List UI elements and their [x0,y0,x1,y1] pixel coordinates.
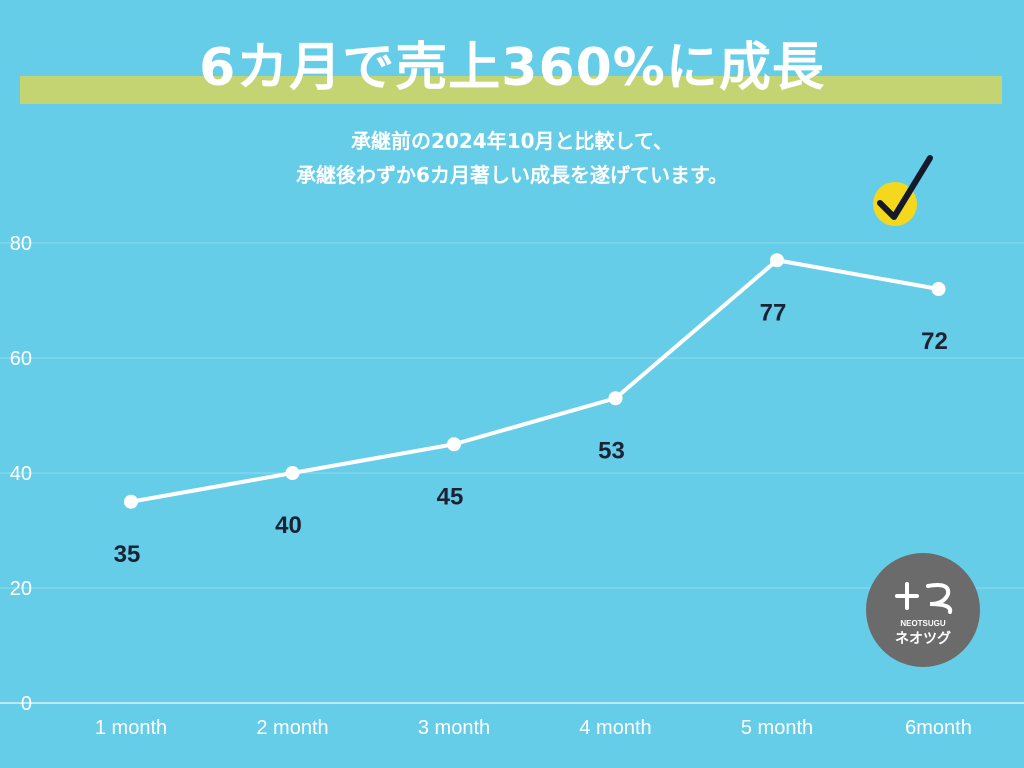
y-tick-label: 40 [10,463,32,485]
data-label: 72 [921,328,948,355]
data-point [770,253,784,268]
data-label: 77 [760,299,787,326]
page-subtitle: 承継前の2024年10月と比較して、 承継後わずか6カ月著しい成長を遂げています… [0,124,1024,192]
x-tick-label: 6month [905,717,972,739]
y-axis-ticks: 0 20 40 60 80 [10,233,32,715]
subtitle-line-1: 承継前の2024年10月と比較して、 [351,129,673,153]
x-tick-label: 4 month [579,717,651,739]
title-highlight-bar [20,76,1002,104]
page-title: 6カ月で売上360%に成長 [199,38,825,98]
x-tick-label: 5 month [741,717,813,739]
logo-katakana: ネオツグ [895,630,951,646]
neotsugu-logo: NEOTSUGU ネオツグ [866,553,980,667]
x-tick-label: 3 month [418,717,490,739]
x-tick-label: 1 month [95,717,167,739]
grid-layer [0,242,1024,704]
data-point [447,437,461,452]
x-tick-label: 2 month [256,717,328,739]
logo-text: NEOTSUGU [900,619,946,628]
data-label: 45 [437,483,464,510]
data-point [931,282,946,296]
check-icon [877,155,933,220]
y-tick-label: 0 [21,693,32,715]
logo-mark-icon [895,582,953,614]
data-point [124,494,138,509]
series-line [130,258,939,504]
y-tick-label: 80 [10,233,32,255]
data-points [124,253,946,509]
data-label: 40 [275,512,302,539]
y-tick-label: 60 [10,348,32,370]
data-point [285,466,300,480]
data-point [608,391,623,406]
data-labels: 35 40 45 53 77 72 [114,299,948,568]
x-axis-ticks: 1 month 2 month 3 month 4 month 5 month 6mont… [95,717,972,739]
y-tick-label: 20 [10,578,32,600]
data-label: 53 [598,437,625,464]
data-label: 35 [114,541,141,568]
logo-circle [866,553,980,667]
check-badge [873,155,933,226]
subtitle-line-2: 承継後わずか6カ月著しい成長を遂げています。 [296,163,728,187]
